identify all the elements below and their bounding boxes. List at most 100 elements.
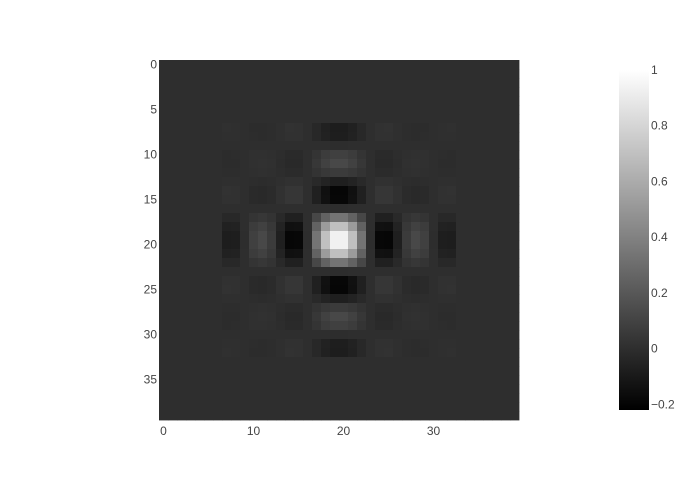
heatmap-cell [186,60,196,70]
heatmap-cell [411,69,421,79]
heatmap-cell [411,384,421,394]
heatmap-cell [267,69,277,79]
heatmap-cell [447,393,457,403]
heatmap-cell [438,240,448,250]
heatmap-cell [483,393,493,403]
heatmap-cell [339,195,349,205]
heatmap-cell [276,222,286,232]
heatmap-cell [213,69,223,79]
heatmap-cell [330,213,340,223]
heatmap-cell [384,303,394,313]
heatmap-cell [411,141,421,151]
heatmap-cell [258,96,268,106]
heatmap-cell [474,294,484,304]
heatmap-cell [483,384,493,394]
heatmap-cell [231,60,241,70]
heatmap-cell [474,105,484,115]
heatmap-cell [384,168,394,178]
heatmap-cell [303,249,313,259]
heatmap-cell [375,231,385,241]
heatmap-cell [411,258,421,268]
heatmap-cell [492,411,502,421]
heatmap-cell [492,375,502,385]
heatmap-cell [339,357,349,367]
heatmap-cell [411,186,421,196]
heatmap-cell [366,186,376,196]
heatmap-cell [240,249,250,259]
heatmap-cell [474,393,484,403]
heatmap-cell [465,366,475,376]
heatmap-cell [510,231,520,241]
heatmap-cell [231,276,241,286]
heatmap-cell [222,78,232,88]
heatmap-cell [456,393,466,403]
heatmap-cell [231,78,241,88]
heatmap-cell [456,240,466,250]
heatmap-cell [222,150,232,160]
heatmap-cell [348,177,358,187]
heatmap-cell [492,60,502,70]
heatmap-cell [159,231,169,241]
heatmap-cell [303,150,313,160]
heatmap-cell [285,132,295,142]
heatmap-cell [339,258,349,268]
heatmap-cell [258,384,268,394]
heatmap-cell [177,168,187,178]
heatmap-cell [420,96,430,106]
heatmap-cell [168,303,178,313]
heatmap-cell [375,393,385,403]
heatmap-cell [492,393,502,403]
heatmap-cell [267,159,277,169]
heatmap-cell [330,114,340,124]
heatmap-cell [285,105,295,115]
heatmap-cell [429,213,439,223]
heatmap-cell [312,150,322,160]
heatmap-cell [339,348,349,358]
heatmap-cell [186,402,196,412]
heatmap-cell [204,87,214,97]
heatmap-cell [474,159,484,169]
heatmap-cell [465,393,475,403]
heatmap-cell [258,411,268,421]
heatmap-cell [465,132,475,142]
heatmap-cell [330,249,340,259]
heatmap-cell [465,78,475,88]
heatmap-cell [510,321,520,331]
heatmap-cell [429,267,439,277]
heatmap-cell [447,87,457,97]
heatmap-cell [195,303,205,313]
heatmap-cell [384,411,394,421]
heatmap-cell [510,195,520,205]
heatmap-cell [321,411,331,421]
heatmap-cell [339,204,349,214]
heatmap-cell [384,258,394,268]
heatmap-cell [231,357,241,367]
heatmap-cell [276,303,286,313]
heatmap-cell [438,402,448,412]
heatmap-cell [501,285,511,295]
heatmap-cell [186,312,196,322]
heatmap-cell [510,159,520,169]
heatmap-cell [438,276,448,286]
heatmap-cell [285,123,295,133]
heatmap-cell [303,321,313,331]
heatmap-cell [312,123,322,133]
heatmap-cell [294,375,304,385]
heatmap-cell [474,114,484,124]
heatmap-cell [357,114,367,124]
heatmap-cell [249,150,259,160]
heatmap-cell [195,411,205,421]
heatmap-cell [411,303,421,313]
heatmap-cell [492,357,502,367]
heatmap-cell [492,312,502,322]
heatmap-cell [312,78,322,88]
heatmap-cell [420,60,430,70]
y-tick-label: 30 [144,328,158,342]
heatmap-cell [249,195,259,205]
heatmap-cell [393,141,403,151]
heatmap-cell [465,195,475,205]
heatmap-cell [402,330,412,340]
heatmap-cell [474,411,484,421]
heatmap-cell [240,78,250,88]
heatmap-cell [303,294,313,304]
